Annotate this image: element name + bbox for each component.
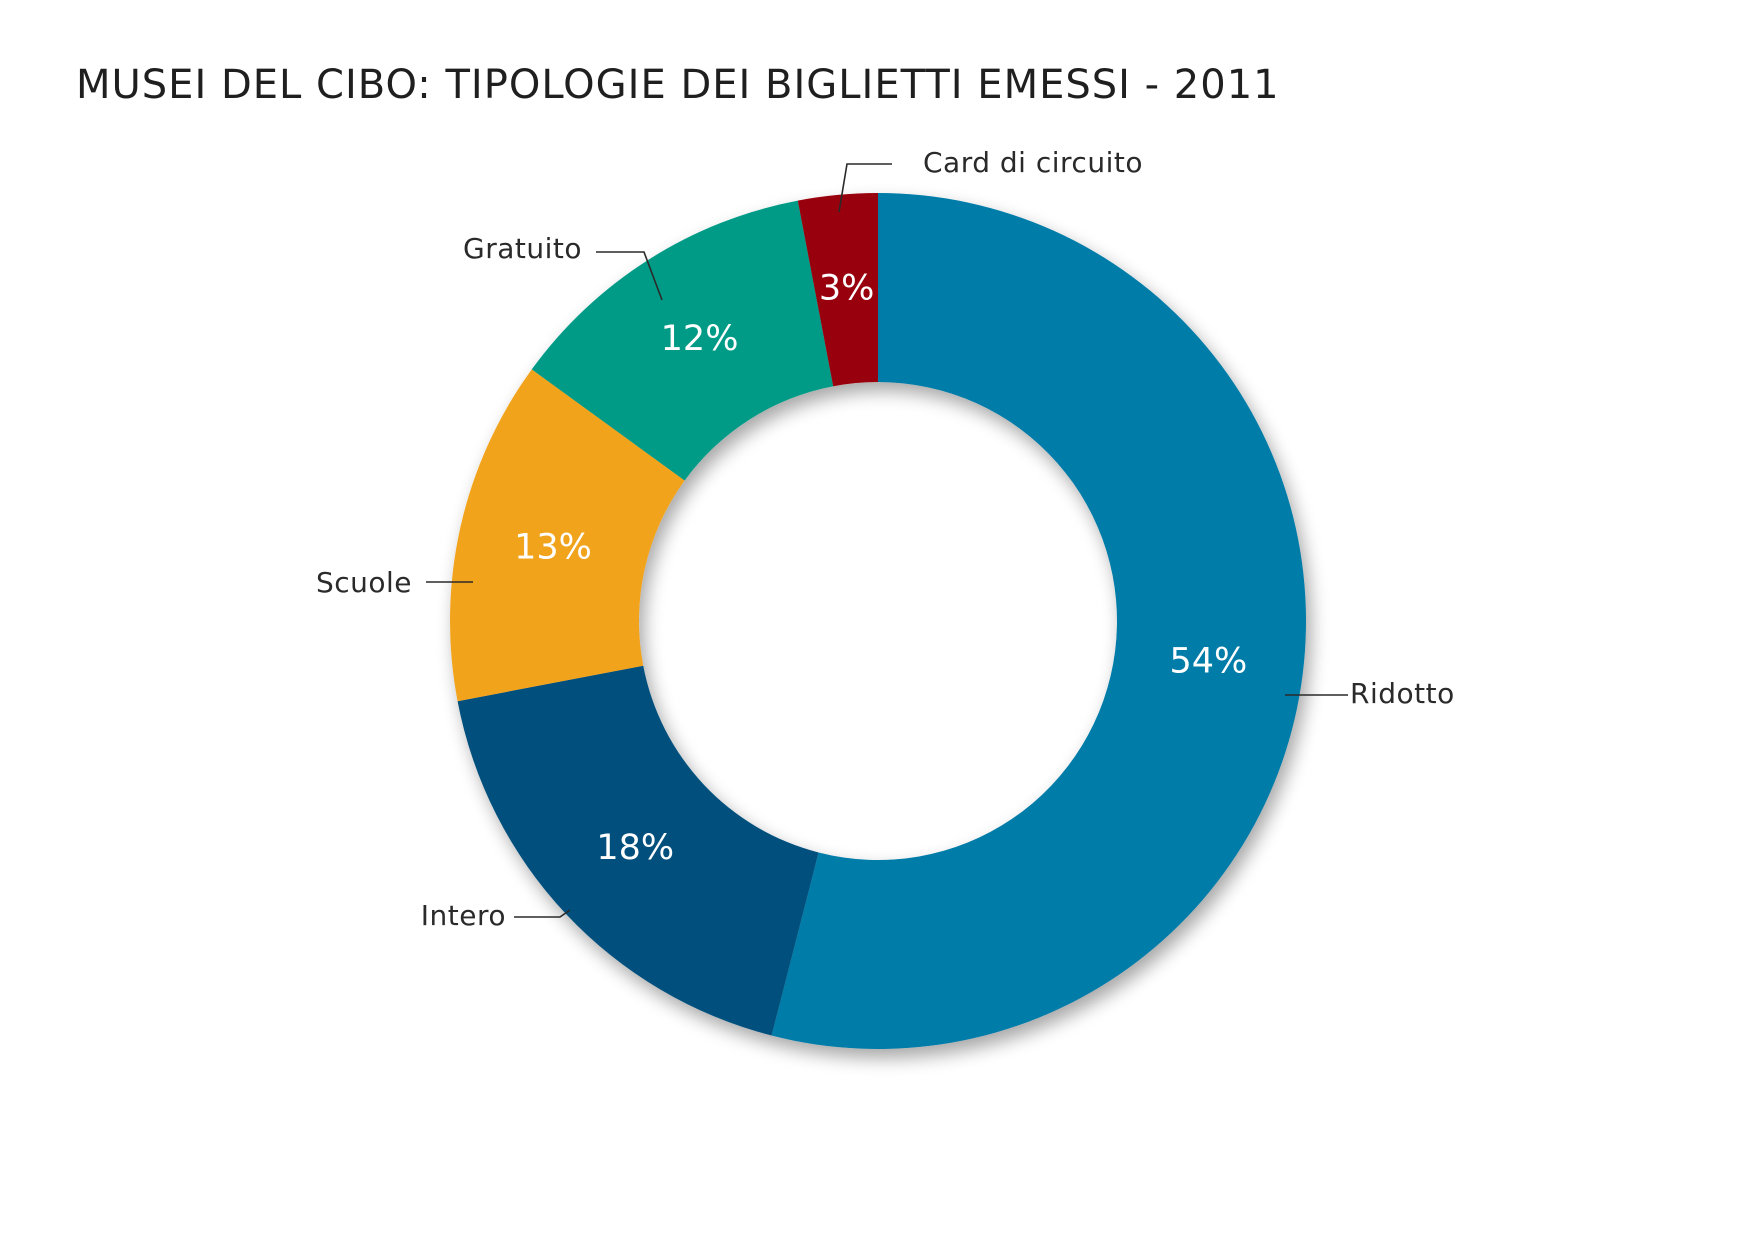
slice-scuole xyxy=(450,369,685,702)
chart-title: MUSEI DEL CIBO: TIPOLOGIE DEI BIGLIETTI … xyxy=(76,62,1280,108)
slice-intero xyxy=(457,665,819,1036)
category-label-intero: Intero xyxy=(421,899,506,932)
slice-gratuito xyxy=(531,200,834,481)
percentage-labels: 54% 18% 13% 12% 3% xyxy=(514,268,1247,867)
category-label-gratuito: Gratuito xyxy=(463,232,582,265)
pct-label-intero: 18% xyxy=(596,828,674,868)
donut-slices xyxy=(450,193,1306,1049)
leader-line-intero xyxy=(514,909,571,918)
pct-label-scuole: 13% xyxy=(514,527,592,567)
slice-ridotto xyxy=(771,193,1306,1049)
category-labels: Ridotto Intero Scuole Gratuito Card di circu… xyxy=(316,146,1455,932)
leader-line-gratuito xyxy=(596,251,663,301)
slice-card-di-circuito xyxy=(797,193,878,387)
category-label-ridotto: Ridotto xyxy=(1350,677,1455,710)
category-label-scuole: Scuole xyxy=(316,566,412,599)
pct-label-gratuito: 12% xyxy=(661,319,739,359)
leader-line-card-di-circuito xyxy=(838,163,892,213)
category-label-card-di-circuito: Card di circuito xyxy=(923,146,1143,179)
pct-label-ridotto: 54% xyxy=(1169,642,1247,682)
pct-label-card-di-circuito: 3% xyxy=(819,268,875,308)
